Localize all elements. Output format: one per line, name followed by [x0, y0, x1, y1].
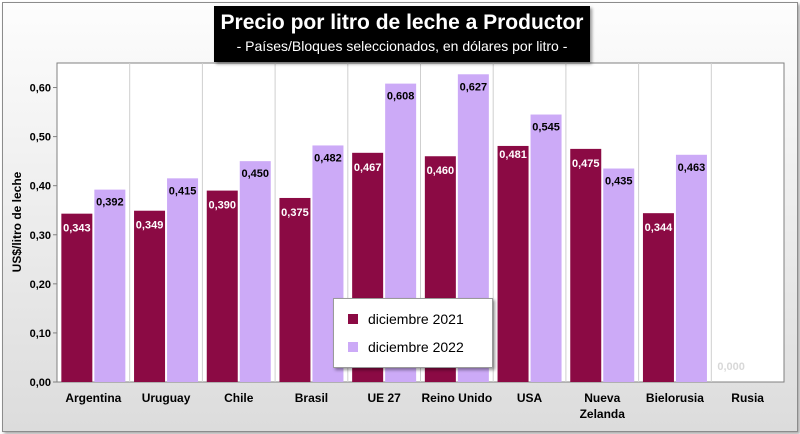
data-label: 0,349	[136, 220, 164, 232]
y-tick-label: 0,20	[30, 279, 51, 291]
data-label: 0,392	[96, 197, 124, 209]
category-label: Chile	[224, 391, 254, 405]
data-label: 0,482	[314, 152, 342, 164]
data-label: 0,460	[427, 165, 455, 177]
data-label: 0,627	[460, 81, 488, 93]
legend-item-2022: diciembre 2022	[348, 337, 464, 357]
data-label: 0,608	[387, 91, 415, 103]
y-axis-label: US$/litro de leche	[10, 171, 24, 272]
data-label: 0,415	[169, 185, 197, 197]
legend-swatch-2021	[348, 314, 358, 324]
chart-subtitle: - Países/Bloques seleccionados, en dólar…	[236, 38, 568, 54]
category-label: Zelanda	[580, 407, 626, 421]
bar-2022-argentina	[94, 189, 126, 382]
data-label: 0,344	[645, 222, 673, 234]
data-label: 0,435	[605, 176, 633, 188]
legend-swatch-2022	[348, 342, 358, 352]
data-label: 0,475	[572, 158, 600, 170]
category-label: UE 27	[367, 391, 401, 405]
data-label: 0,390	[208, 200, 236, 212]
bar-2021-bielorusia	[642, 213, 674, 382]
legend-label-2022: diciembre 2022	[368, 339, 464, 355]
category-label: Rusia	[731, 391, 764, 405]
y-tick-label: 0,40	[30, 181, 51, 193]
y-tick-label: 0,30	[30, 230, 51, 242]
data-label: 0,343	[63, 223, 91, 235]
data-label: 0,481	[499, 149, 527, 161]
bar-2022-bielorusia	[675, 154, 707, 382]
category-label: Nueva	[584, 391, 620, 405]
bar-2021-usa	[497, 145, 529, 382]
category-label: Bielorusia	[646, 391, 704, 405]
data-label: 0,545	[532, 122, 560, 134]
data-label: 0,375	[281, 207, 309, 219]
bar-2022-uruguay	[167, 178, 199, 382]
y-tick-label: 0,50	[30, 132, 51, 144]
legend-label-2021: diciembre 2021	[368, 311, 464, 327]
bar-2021-brasil	[279, 197, 311, 382]
category-label: Reino Unido	[422, 391, 493, 405]
category-label: Argentina	[65, 391, 121, 405]
category-label: Brasil	[295, 391, 328, 405]
category-label: USA	[517, 391, 543, 405]
y-tick-label: 0,10	[30, 328, 51, 340]
chart-title-box: Precio por litro de leche a Productor - …	[214, 6, 590, 62]
y-tick-label: 0,00	[30, 377, 51, 389]
data-label: 0,450	[241, 168, 269, 180]
legend: diciembre 2021 diciembre 2022	[333, 298, 493, 368]
bar-2022-chile	[239, 161, 271, 382]
bar-2021-nueva-zelanda	[570, 148, 602, 382]
bar-2022-nueva-zelanda	[603, 168, 635, 382]
data-label: 0,463	[678, 162, 706, 174]
bar-2021-chile	[206, 190, 238, 382]
data-label: 0,000	[717, 361, 745, 373]
data-label: 0,467	[354, 162, 382, 174]
bar-2021-uruguay	[134, 210, 166, 382]
chart-title: Precio por litro de leche a Productor	[220, 11, 584, 34]
bar-2022-usa	[530, 114, 562, 383]
category-label: Uruguay	[142, 391, 191, 405]
y-tick-label: 0,60	[30, 83, 51, 95]
legend-item-2021: diciembre 2021	[348, 309, 464, 329]
bar-2021-argentina	[61, 213, 93, 382]
